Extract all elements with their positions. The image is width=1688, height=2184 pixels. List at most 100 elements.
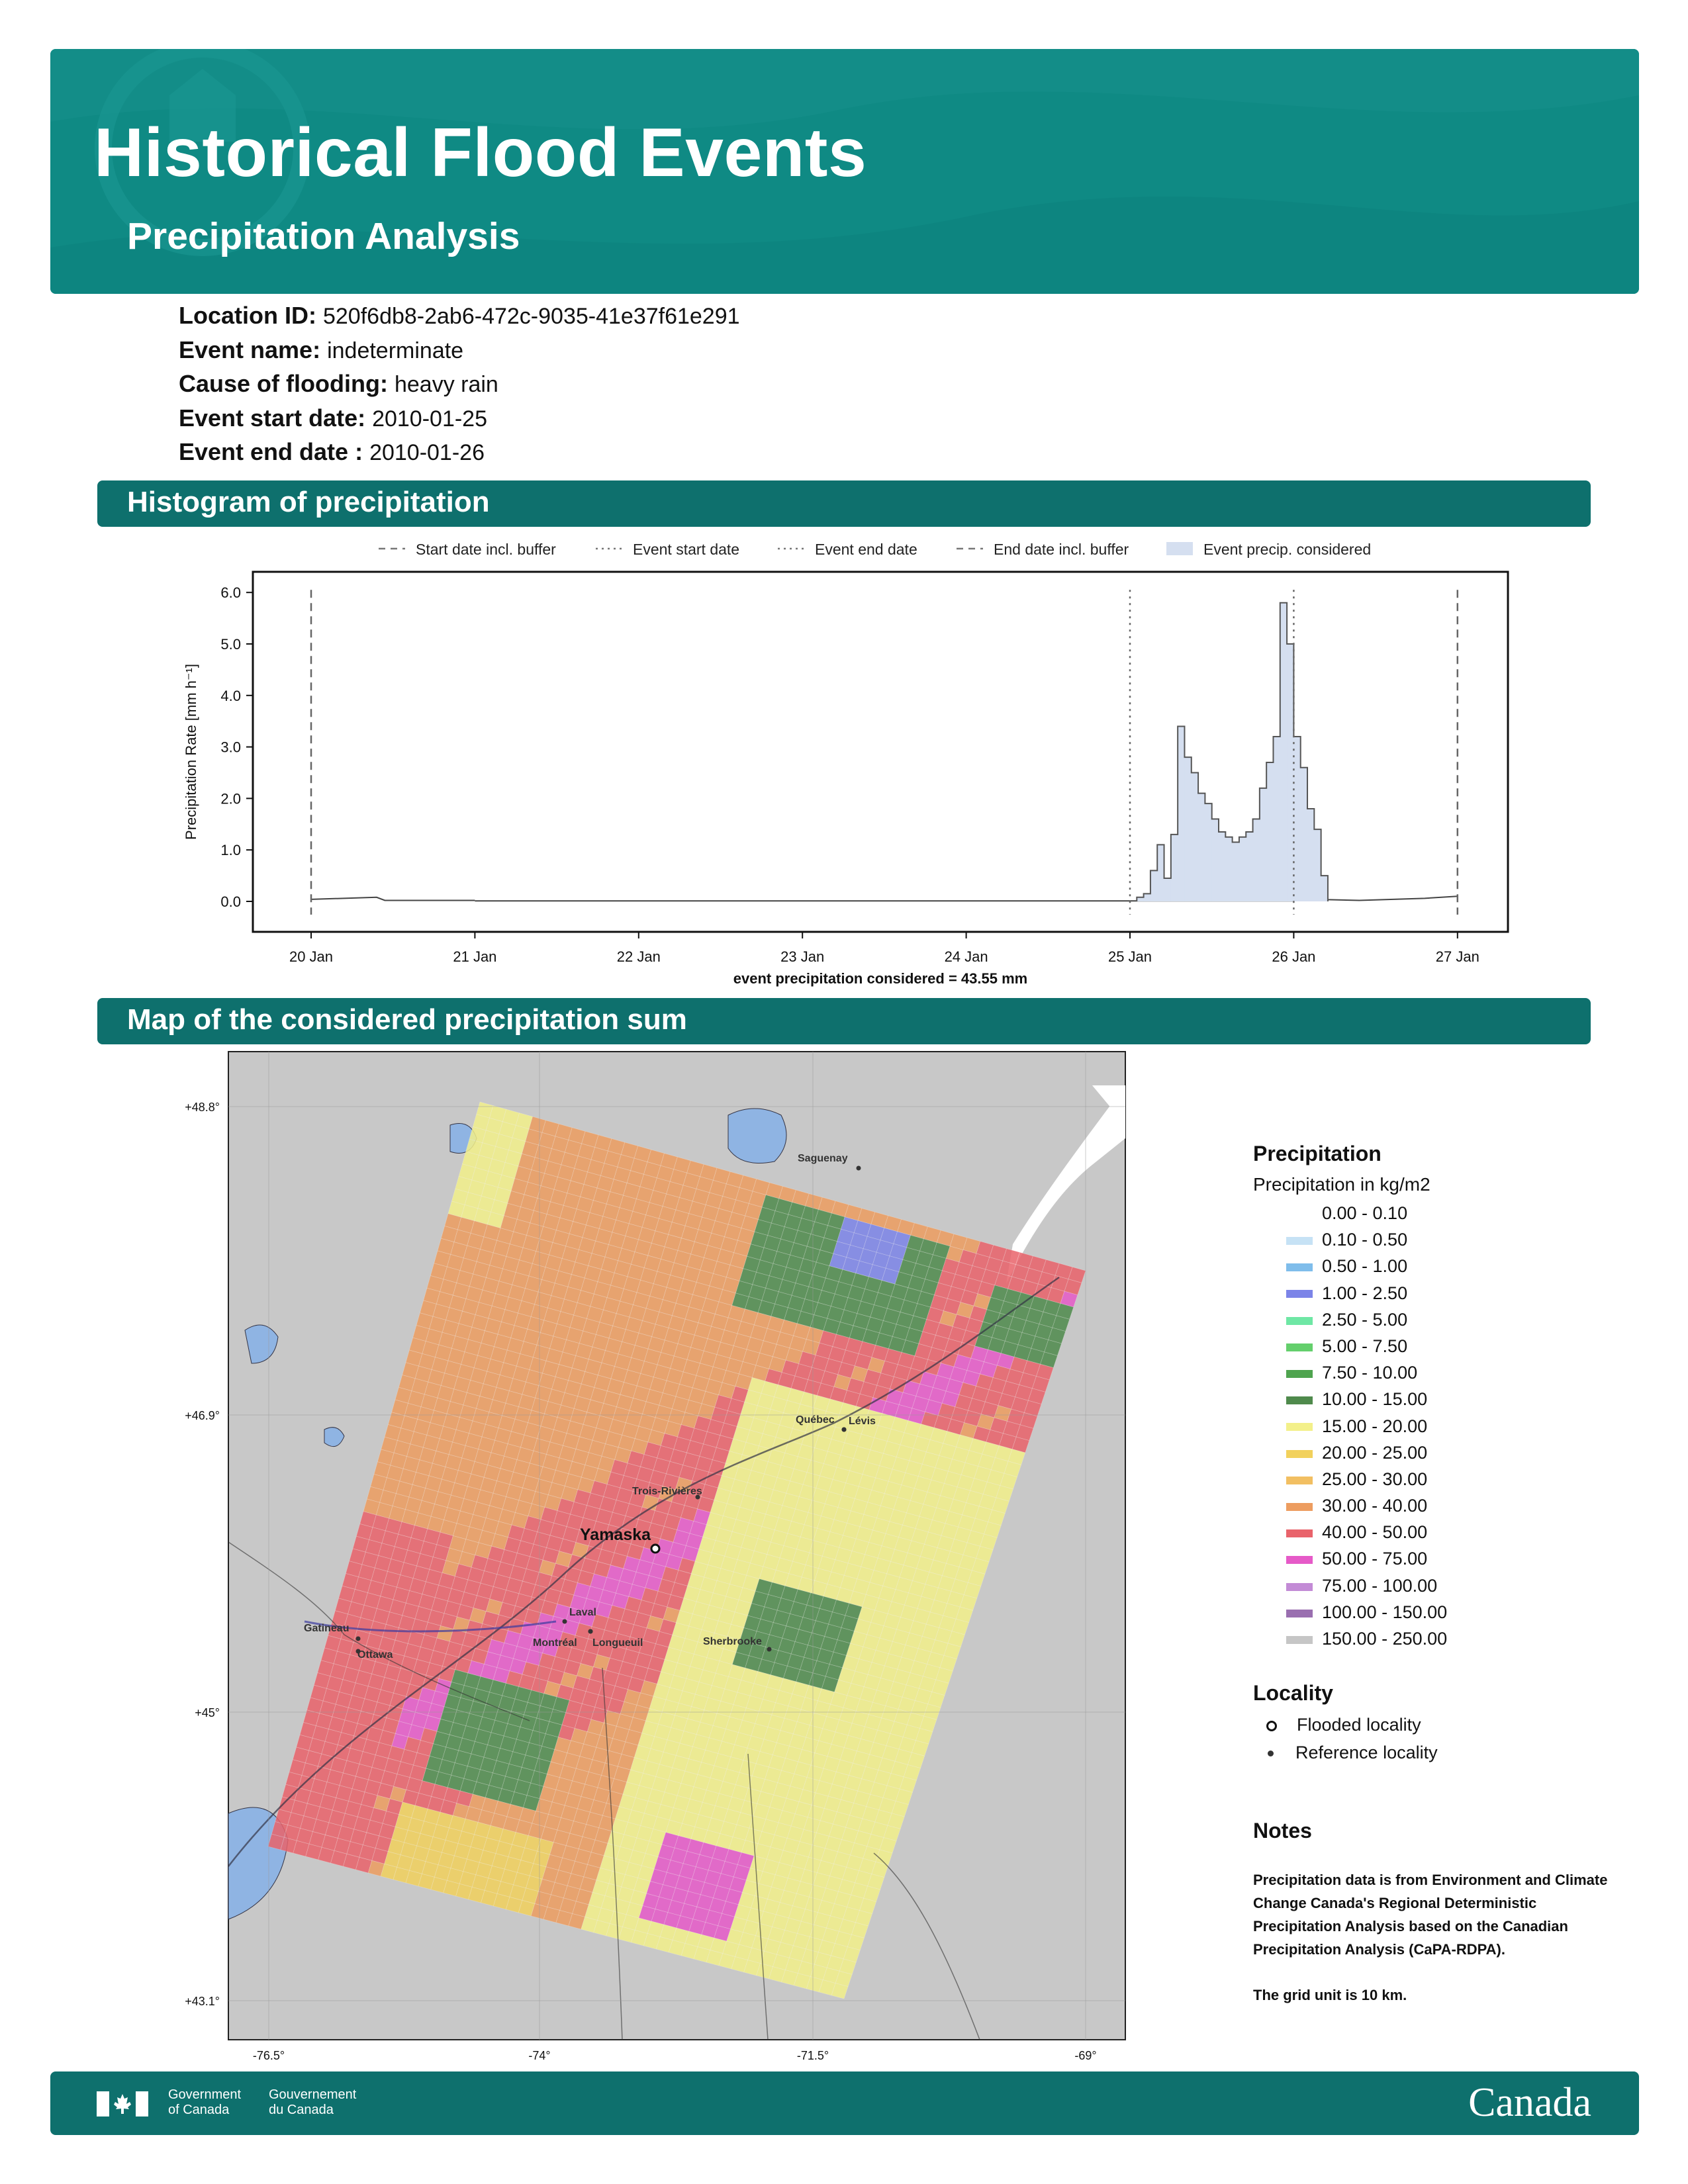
legend-item: 5.00 - 7.50	[1253, 1336, 1447, 1363]
reference-locality-label: Reference locality	[1295, 1743, 1438, 1762]
legend-label: 2.50 - 5.00	[1322, 1309, 1408, 1330]
legend-subtitle: Precipitation in kg/m2	[1253, 1174, 1430, 1195]
ottawa-river	[304, 1620, 557, 1633]
lake-saint-jean	[727, 1108, 787, 1163]
x-tick-label: 20 Jan	[289, 948, 333, 965]
event-metadata: Location ID: 520f6db8-2ab6-472c-9035-41e3…	[179, 302, 740, 473]
place-label: Yamaska	[580, 1525, 651, 1544]
flooded-marker-icon	[1266, 1720, 1277, 1731]
precip-bar	[1307, 808, 1315, 901]
header-banner: Historical Flood Events Precipitation An…	[50, 49, 1639, 294]
reference-locality-marker	[355, 1649, 361, 1654]
map-section-header: Map of the considered precipitation sum	[97, 998, 1591, 1044]
legend-swatch	[1286, 1263, 1313, 1272]
legend-label: 20.00 - 25.00	[1322, 1442, 1428, 1463]
precip-bar	[1178, 726, 1185, 901]
legend-label: Event end date	[815, 541, 917, 558]
legend-label: 75.00 - 100.00	[1322, 1575, 1438, 1596]
legend-label: 25.00 - 30.00	[1322, 1469, 1428, 1489]
canada-wordmark: Canada	[1468, 2080, 1591, 2125]
y-tick-label: 0.0	[220, 893, 241, 910]
place-label: Gatineau	[304, 1623, 349, 1634]
precip-bar	[1198, 793, 1205, 901]
y-axis-label: Precipitation Rate [mm h⁻¹]	[183, 664, 199, 840]
legend-item: 0.50 - 1.00	[1253, 1256, 1447, 1283]
legend-swatch	[1286, 1609, 1313, 1617]
legend-swatch	[1286, 1635, 1313, 1644]
reference-locality-item: Reference locality	[1253, 1743, 1438, 1769]
start-date-label: Event start date:	[179, 404, 366, 432]
precip-bar	[1191, 772, 1199, 901]
precip-bar	[1321, 876, 1329, 901]
place-label: Ottawa	[357, 1649, 393, 1661]
legend-item: 50.00 - 75.00	[1253, 1549, 1447, 1575]
y-tick-label: 5.0	[220, 636, 241, 653]
precip-bar	[1287, 644, 1294, 901]
legend-label: 0.50 - 1.00	[1322, 1256, 1408, 1277]
legend-swatch	[1286, 1582, 1313, 1591]
notes-source-text: Precipitation data is from Environment a…	[1253, 1872, 1608, 1958]
reference-locality-marker	[355, 1636, 361, 1641]
gov-en-line2: of Canada	[168, 2103, 230, 2117]
hist-legend-entry: Event start date	[596, 541, 739, 558]
place-label: Trois-Rivières	[632, 1486, 702, 1497]
legend-swatch	[1286, 1502, 1313, 1511]
legend-item: 20.00 - 25.00	[1253, 1443, 1447, 1469]
reference-locality-marker	[695, 1494, 700, 1500]
page-title: Historical Flood Events	[94, 114, 867, 191]
legend-item: 15.00 - 20.00	[1253, 1416, 1447, 1443]
legend-item: 40.00 - 50.00	[1253, 1522, 1447, 1549]
lon-tick-label: -74°	[528, 2049, 550, 2062]
place-label: Longueuil	[592, 1637, 643, 1649]
reference-locality-marker	[588, 1629, 593, 1634]
wave-decoration	[50, 49, 1639, 294]
st-lawrence-river	[228, 1276, 1060, 1867]
legend-swatch	[1286, 1316, 1313, 1325]
legend-label: 1.00 - 2.50	[1322, 1283, 1408, 1303]
precip-bar	[1259, 788, 1267, 901]
histogram-section-header: Histogram of precipitation	[97, 480, 1591, 527]
legend-label: Event precip. considered	[1203, 541, 1371, 558]
lat-tick-label: +45°	[195, 1706, 220, 1719]
x-tick-label: 24 Jan	[945, 948, 988, 965]
y-tick-label: 2.0	[220, 790, 241, 807]
lat-tick-label: +48.8°	[185, 1101, 220, 1114]
legend-items: 0.00 - 0.10 0.10 - 0.50 0.50 - 1.00 1.00 - …	[1253, 1203, 1447, 1655]
reference-marker-icon	[1268, 1751, 1274, 1757]
legend-label: 7.50 - 10.00	[1322, 1363, 1418, 1383]
end-date-row: Event end date :2010-01-26	[179, 438, 740, 473]
border-line	[602, 1667, 623, 2040]
y-tick-label: 3.0	[220, 739, 241, 756]
legend-label: 30.00 - 40.00	[1322, 1496, 1428, 1516]
event-name-row: Event name: indeterminate	[179, 336, 740, 371]
precip-bar	[1143, 893, 1151, 901]
grid-cell	[831, 1983, 849, 1999]
place-label: Laval	[569, 1607, 596, 1618]
hist-legend-entry: Event end date	[778, 541, 917, 558]
border-line	[747, 1753, 769, 2040]
precip-bar	[1273, 737, 1281, 901]
place-label: Québec	[796, 1414, 835, 1426]
legend-label: 5.00 - 7.50	[1322, 1336, 1408, 1356]
notes-grid-text: The grid unit is 10 km.	[1253, 1987, 1407, 2003]
legend-swatch	[1286, 1423, 1313, 1432]
event-name-label: Event name:	[179, 336, 321, 363]
precip-bar	[1225, 837, 1233, 901]
precip-bar	[1293, 737, 1301, 901]
baseline-trace	[310, 896, 475, 901]
lon-tick-label: -76.5°	[253, 2049, 285, 2062]
end-date-value: 2010-01-26	[369, 440, 485, 465]
cause-label: Cause of flooding:	[179, 370, 388, 397]
lat-tick-label: +43.1°	[185, 1995, 220, 2008]
place-label: Montréal	[533, 1637, 577, 1649]
reference-locality-marker	[841, 1427, 847, 1432]
precip-bar	[1184, 757, 1192, 901]
legend-item: 25.00 - 30.00	[1253, 1469, 1447, 1496]
legend-label: Event start date	[633, 541, 739, 558]
lake-small	[324, 1427, 345, 1447]
gov-en-line1: Government	[168, 2087, 242, 2102]
precip-step-outline	[1136, 602, 1329, 901]
gulf-water	[1092, 1085, 1125, 1125]
precipitation-histogram: Start date incl. buffer Event start date E…	[183, 541, 1509, 987]
legend-item: 1.00 - 2.50	[1253, 1283, 1447, 1310]
